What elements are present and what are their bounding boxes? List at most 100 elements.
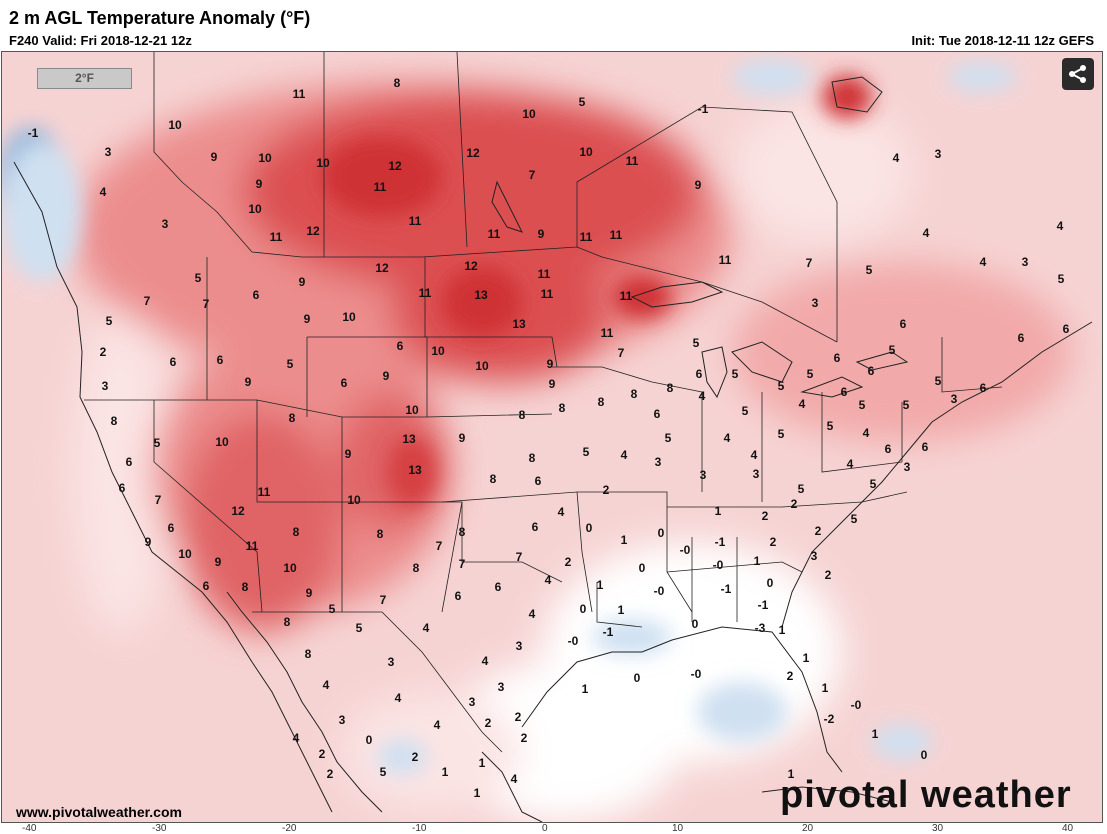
- great-lakes: [491, 76, 909, 399]
- anomaly-value: 7: [380, 593, 387, 607]
- anomaly-value: 9: [549, 377, 556, 391]
- coastlines: [13, 161, 1093, 822]
- anomaly-value: 8: [242, 580, 249, 594]
- longitude-label: 30: [932, 823, 944, 834]
- anomaly-value: 10: [283, 561, 297, 575]
- valid-time: F240 Valid: Fri 2018-12-21 12z: [9, 33, 192, 48]
- anomaly-value: 6: [868, 364, 875, 378]
- anomaly-value: 8: [413, 561, 420, 575]
- anomaly-value: 4: [423, 621, 430, 635]
- anomaly-value: 6: [217, 353, 224, 367]
- anomaly-value: 5: [827, 419, 834, 433]
- anomaly-value: 3: [904, 460, 911, 474]
- anomaly-value: 3: [388, 655, 395, 669]
- anomaly-value: 3: [102, 379, 109, 393]
- anomaly-value: 1: [779, 623, 786, 637]
- anomaly-value: 5: [732, 367, 739, 381]
- anomaly-value: 10: [405, 403, 419, 417]
- anomaly-value: 5: [380, 765, 387, 779]
- anomaly-value: 8: [111, 414, 118, 428]
- anomaly-value: 10: [178, 547, 192, 561]
- anomaly-value: 11: [580, 230, 593, 244]
- anomaly-value: 0: [658, 526, 665, 540]
- anomaly-value: 3: [655, 455, 662, 469]
- anomaly-value: 4: [1057, 219, 1064, 233]
- anomaly-value: 1: [442, 765, 449, 779]
- longitude-tick-labels: -40 -30 -20 -10 0 10 20 30 40: [0, 824, 1107, 834]
- anomaly-value: 1: [597, 578, 604, 592]
- anomaly-value: 9: [215, 555, 222, 569]
- anomaly-value: 8: [559, 401, 566, 415]
- anomaly-value: 4: [980, 255, 987, 269]
- anomaly-value: 5: [579, 95, 586, 109]
- anomaly-value: 8: [490, 472, 497, 486]
- anomaly-value: 6: [397, 339, 404, 353]
- anomaly-value: 5: [778, 379, 785, 393]
- anomaly-value: 3: [753, 467, 760, 481]
- anomaly-value: 7: [436, 539, 443, 553]
- anomaly-value: 7: [144, 294, 151, 308]
- anomaly-value: 6: [203, 579, 210, 593]
- anomaly-value: 0: [580, 602, 587, 616]
- anomaly-value: 2: [485, 716, 492, 730]
- longitude-label: -30: [152, 823, 167, 834]
- site-url[interactable]: www.pivotalweather.com: [16, 804, 182, 820]
- anomaly-value: 2: [603, 483, 610, 497]
- anomaly-value: -1: [715, 535, 726, 549]
- anomaly-value: 6: [455, 589, 462, 603]
- anomaly-value: 8: [377, 527, 384, 541]
- anomaly-value: 10: [579, 145, 593, 159]
- map-panel[interactable]: 11 8 5 10 -1 -1 10 3 9 10 10 12 12 10 11 4 9 11 7 9 3 10 11 11 1…: [1, 51, 1103, 823]
- anomaly-value: 6: [1063, 322, 1070, 336]
- anomaly-value: -1: [721, 582, 732, 596]
- anomaly-value: 1: [822, 681, 829, 695]
- anomaly-value: 6: [980, 381, 987, 395]
- anomaly-value: -3: [755, 621, 766, 635]
- anomaly-value: 7: [529, 168, 536, 182]
- share-button[interactable]: [1062, 58, 1094, 90]
- anomaly-value: 6: [696, 367, 703, 381]
- anomaly-value: 10: [168, 118, 182, 132]
- anomaly-value: 3: [951, 392, 958, 406]
- anomaly-value: 8: [519, 408, 526, 422]
- anomaly-value: 10: [522, 107, 536, 121]
- anomaly-value: 3: [162, 217, 169, 231]
- anomaly-value: 9: [345, 447, 352, 461]
- anomaly-value: 3: [1022, 255, 1029, 269]
- anomaly-value: 1: [754, 554, 761, 568]
- anomaly-value: 8: [289, 411, 296, 425]
- anomaly-value: 3: [812, 296, 819, 310]
- anomaly-value: 4: [724, 431, 731, 445]
- anomaly-value: 5: [742, 404, 749, 418]
- anomaly-value: 0: [639, 561, 646, 575]
- share-icon: [1069, 65, 1086, 83]
- anomaly-value: 11: [610, 228, 623, 242]
- anomaly-value: 3: [469, 695, 476, 709]
- anomaly-value: 4: [863, 426, 870, 440]
- anomaly-value: 1: [872, 727, 879, 741]
- anomaly-value: 11: [538, 267, 551, 281]
- anomaly-value: 1: [715, 504, 722, 518]
- anomaly-value: 2: [762, 509, 769, 523]
- anomaly-value: 4: [395, 691, 402, 705]
- anomaly-value: 6: [841, 385, 848, 399]
- anomaly-value: 6: [900, 317, 907, 331]
- anomaly-value: 2: [791, 497, 798, 511]
- anomaly-value: -2: [824, 712, 835, 726]
- anomaly-value: 3: [811, 549, 818, 563]
- anomaly-value: 3: [700, 468, 707, 482]
- anomaly-value: 4: [434, 718, 441, 732]
- contour-interval-badge[interactable]: 2°F: [37, 68, 132, 89]
- anomaly-value: 6: [922, 440, 929, 454]
- anomaly-value: 12: [388, 159, 402, 173]
- anomaly-value: 9: [299, 275, 306, 289]
- anomaly-value: 6: [495, 580, 502, 594]
- longitude-label: -10: [412, 823, 427, 834]
- anomaly-value: 11: [541, 287, 554, 301]
- longitude-label: 40: [1062, 823, 1074, 834]
- anomaly-value: 11: [374, 180, 387, 194]
- anomaly-value: 7: [459, 557, 466, 571]
- longitude-label: 0: [542, 823, 548, 834]
- anomaly-value: 3: [339, 713, 346, 727]
